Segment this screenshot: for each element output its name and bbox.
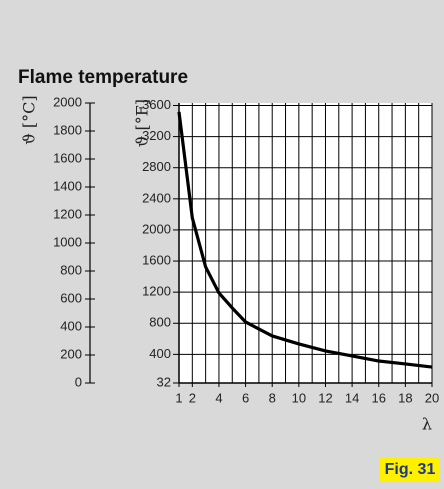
y-tick-label: 1400 xyxy=(53,178,82,193)
x-tick-label: 4 xyxy=(215,390,222,405)
y2-tick-label: 2400 xyxy=(142,190,171,205)
x-tick-label: 14 xyxy=(345,390,359,405)
x-tick-label: 2 xyxy=(189,390,196,405)
x-axis-label: λ xyxy=(422,415,432,434)
x-tick-label: 6 xyxy=(242,390,249,405)
y-tick-label: 200 xyxy=(60,346,82,361)
y-tick-label: 1800 xyxy=(53,122,82,137)
y-tick-label: 1000 xyxy=(53,234,82,249)
y2-tick-label: 3600 xyxy=(142,97,171,112)
y2-tick-label: 1200 xyxy=(142,284,171,299)
y-tick-label: 800 xyxy=(60,262,82,277)
x-tick-label: 20 xyxy=(425,390,439,405)
figure-badge xyxy=(380,458,440,481)
x-tick-label: 1 xyxy=(175,390,182,405)
y-tick-label: 1200 xyxy=(53,206,82,221)
y-tick-label: 0 xyxy=(75,374,82,389)
y-tick-label: 2000 xyxy=(53,94,82,109)
y-axis-label: ϑ [°C] xyxy=(20,95,39,144)
line-series xyxy=(177,111,433,369)
y2-tick-label: 400 xyxy=(149,346,171,361)
y2-tick-label: 3200 xyxy=(142,128,171,143)
plot-area xyxy=(179,103,432,383)
y-tick-label: 600 xyxy=(60,290,82,305)
y2-tick-label: 2800 xyxy=(142,159,171,174)
x-tick-label: 8 xyxy=(269,390,276,405)
figure-label: Fig. 31 xyxy=(385,461,436,478)
x-tick-label: 18 xyxy=(398,390,412,405)
y2-tick-label: 800 xyxy=(149,315,171,330)
y-tick-label: 400 xyxy=(60,318,82,333)
chart-title: Flame temperature xyxy=(18,67,188,88)
y2-tick-label: 2000 xyxy=(142,221,171,236)
x-tick-label: 10 xyxy=(292,390,306,405)
y2-tick-label: 32 xyxy=(157,374,171,389)
x-tick-label: 16 xyxy=(372,390,386,405)
y2-axis-label: ϑ [°F] xyxy=(133,99,152,147)
y2-tick-label: 1600 xyxy=(142,252,171,267)
x-tick-label: 12 xyxy=(318,390,332,405)
y-tick-label: 1600 xyxy=(53,150,82,165)
